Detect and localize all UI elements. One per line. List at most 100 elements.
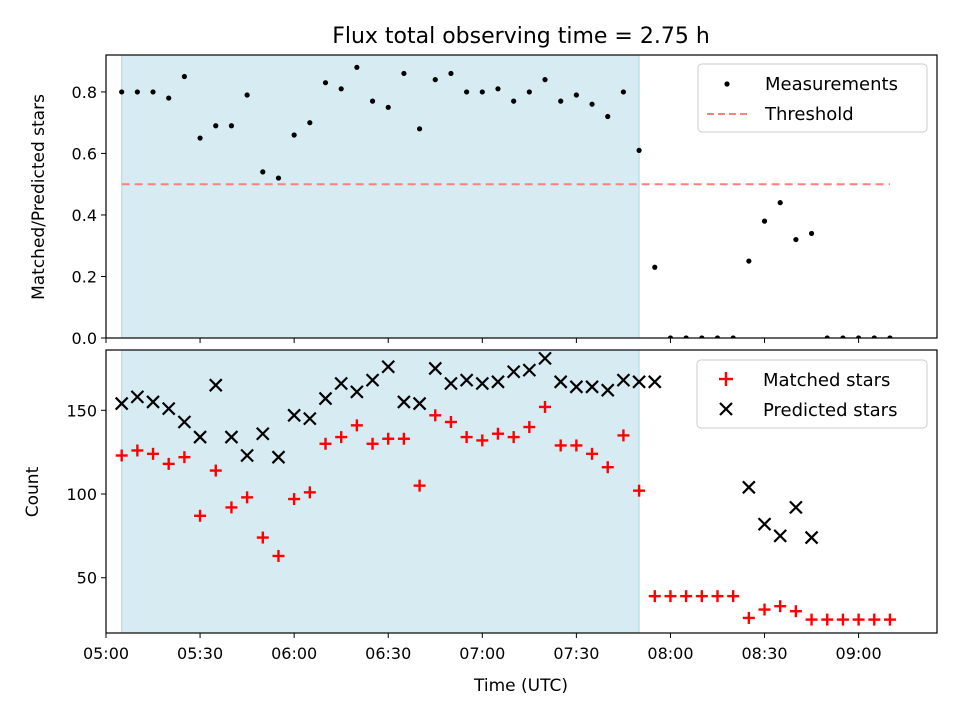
- measurement-point: [464, 89, 470, 95]
- matched-star-point: [539, 400, 552, 413]
- measurement-point: [683, 335, 689, 338]
- measurement-point: [824, 335, 830, 338]
- measurement-point: [150, 89, 156, 95]
- top-legend: Measurements Threshold: [697, 63, 928, 133]
- measurement-point: [197, 135, 203, 141]
- predicted-star-point: [538, 351, 552, 366]
- matched-star-point: [680, 590, 693, 603]
- matched-star-point: [335, 431, 348, 444]
- matched-star-point: [868, 613, 881, 626]
- top-y-tick-label: 0.2: [72, 267, 97, 286]
- predicted-star-point: [303, 411, 317, 426]
- predicted-star-point: [177, 415, 192, 429]
- predicted-star-point: [161, 401, 176, 416]
- top-legend-box: [697, 63, 928, 133]
- bottom-y-tick-label: 50: [77, 569, 97, 588]
- predicted-star-point: [193, 430, 207, 444]
- measurement-point: [479, 89, 485, 95]
- measurement-point: [667, 335, 674, 338]
- matched-star-point: [476, 434, 489, 447]
- x-tick-label: 05:30: [177, 644, 223, 663]
- measurement-point: [416, 126, 423, 132]
- measurement-point: [181, 73, 187, 80]
- measurement-point: [448, 70, 454, 77]
- measurement-point: [793, 236, 799, 243]
- x-tick-label: 07:00: [459, 644, 505, 663]
- predicted-star-point: [789, 500, 803, 515]
- measurement-point: [385, 104, 391, 110]
- measurement-point: [291, 132, 297, 138]
- predicted-star-point: [365, 373, 380, 387]
- predicted-star-point: [334, 376, 348, 391]
- measurement-point: [495, 86, 501, 92]
- legend-predicted-marker: [719, 402, 733, 416]
- matched-star-point: [883, 613, 896, 626]
- measurement-point: [244, 92, 250, 98]
- matched-star-point: [586, 447, 599, 460]
- matched-star-point: [617, 429, 630, 442]
- x-tick-label: 08:00: [647, 644, 693, 663]
- measurement-point: [511, 98, 517, 104]
- top-y-tick-label: 0.6: [72, 144, 97, 163]
- measurement-point: [620, 89, 627, 95]
- measurement-point: [573, 92, 579, 98]
- matched-star-point: [209, 464, 222, 477]
- predicted-star-point: [428, 361, 443, 376]
- matched-star-point: [836, 613, 849, 626]
- predicted-star-point: [773, 529, 787, 543]
- measurement-point: [730, 335, 736, 338]
- matched-star-point: [162, 457, 175, 470]
- measurement-point: [777, 200, 783, 206]
- x-tick-label: 05:00: [83, 644, 129, 663]
- measurement-point: [558, 98, 564, 104]
- predicted-star-point: [742, 480, 756, 495]
- predicted-star-point: [585, 380, 599, 394]
- matched-star-point: [695, 590, 708, 603]
- measurement-point: [354, 64, 360, 70]
- matched-star-point: [727, 590, 740, 603]
- matched-star-point: [272, 549, 285, 562]
- matched-star-point: [303, 486, 316, 499]
- legend-measurements-marker: [724, 81, 730, 87]
- predicted-star-point: [350, 385, 364, 399]
- predicted-star-point: [271, 450, 286, 464]
- bottom-legend: Matched stars Predicted stars: [696, 359, 928, 429]
- legend-predicted-label: Predicted stars: [763, 400, 897, 421]
- matched-star-point: [288, 493, 301, 506]
- measurement-point: [887, 335, 893, 338]
- predicted-star-point: [208, 378, 223, 392]
- legend-threshold-label: Threshold: [764, 104, 854, 125]
- matched-star-point: [805, 613, 818, 626]
- x-tick-label: 06:30: [365, 644, 411, 663]
- predicted-star-point: [553, 375, 568, 389]
- matched-star-point: [429, 409, 442, 422]
- matched-star-point: [241, 491, 254, 504]
- bottom-y-tick-label: 150: [66, 401, 97, 420]
- measurement-point: [840, 335, 846, 338]
- predicted-star-point: [569, 380, 584, 394]
- matched-star-point: [789, 605, 802, 618]
- bottom-y-tick-label: 100: [66, 485, 97, 504]
- x-tick-label: 08:30: [741, 644, 787, 663]
- top-y-tick-label: 0.4: [72, 206, 97, 225]
- bottom-y-axis-label: Count: [23, 466, 43, 517]
- predicted-star-point: [757, 517, 772, 531]
- measurement-point: [307, 120, 313, 126]
- measurement-point: [322, 80, 329, 86]
- measurement-point: [856, 335, 862, 338]
- predicted-star-point: [381, 359, 396, 374]
- predicted-star-point: [240, 448, 254, 463]
- matched-star-point: [507, 431, 520, 444]
- matched-star-point: [664, 590, 677, 603]
- top-y-tick-label: 0.8: [72, 83, 97, 102]
- measurement-point: [589, 101, 595, 107]
- matched-star-point: [554, 439, 567, 452]
- bottom-plot-panel: 50 100 150 05:00 05:30 06:00 06:30 07:00 07:30 0…: [23, 349, 938, 696]
- measurement-point: [338, 86, 344, 92]
- measurement-point: [401, 70, 407, 77]
- x-tick-label: 09:00: [836, 644, 882, 663]
- matched-star-point: [711, 590, 724, 603]
- x-tick-label: 06:00: [271, 644, 317, 663]
- predicted-star-point: [318, 391, 333, 406]
- x-tick-label: 07:30: [553, 644, 599, 663]
